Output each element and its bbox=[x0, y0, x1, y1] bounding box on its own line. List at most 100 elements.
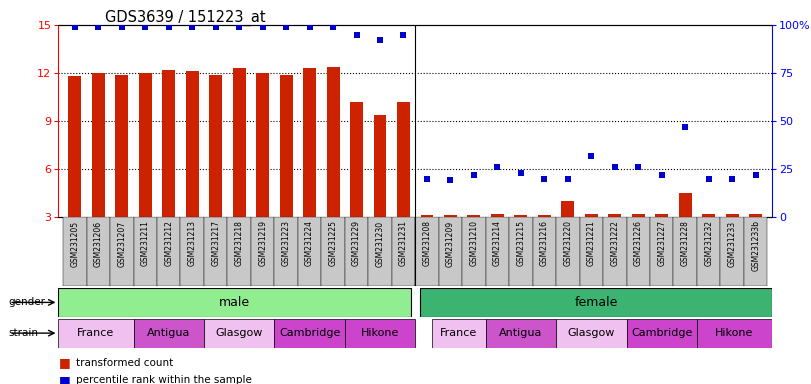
Text: Hikone: Hikone bbox=[715, 328, 753, 338]
Bar bbox=[679, 193, 692, 217]
Bar bbox=[397, 102, 410, 217]
Point bbox=[186, 24, 199, 30]
Bar bbox=[87, 217, 110, 286]
Bar bbox=[181, 217, 204, 286]
Bar bbox=[227, 217, 251, 286]
Text: GSM231206: GSM231206 bbox=[94, 220, 103, 266]
Bar bbox=[673, 217, 697, 286]
Bar bbox=[298, 217, 321, 286]
Text: France: France bbox=[77, 328, 114, 338]
Text: Hikone: Hikone bbox=[361, 328, 399, 338]
Text: France: France bbox=[440, 328, 478, 338]
Point bbox=[92, 24, 105, 30]
Bar bbox=[608, 214, 621, 217]
Text: GSM231223: GSM231223 bbox=[281, 220, 290, 266]
Text: transformed count: transformed count bbox=[76, 358, 174, 368]
Text: female: female bbox=[574, 296, 618, 309]
Text: GSM231219: GSM231219 bbox=[258, 220, 267, 266]
Bar bbox=[251, 217, 274, 286]
Point bbox=[162, 24, 175, 30]
Text: GDS3639 / 151223_at: GDS3639 / 151223_at bbox=[105, 10, 266, 26]
Bar bbox=[486, 319, 556, 348]
Bar bbox=[392, 217, 415, 286]
Bar bbox=[63, 217, 87, 286]
Point bbox=[115, 24, 128, 30]
Bar bbox=[556, 217, 580, 286]
Bar bbox=[749, 214, 762, 217]
Bar bbox=[204, 319, 274, 348]
Bar bbox=[444, 215, 457, 217]
Text: GSM231233b: GSM231233b bbox=[751, 220, 760, 271]
Point bbox=[655, 172, 668, 178]
Text: GSM231230: GSM231230 bbox=[375, 220, 384, 266]
Text: male: male bbox=[219, 296, 250, 309]
Bar bbox=[327, 66, 340, 217]
Text: Antigua: Antigua bbox=[147, 328, 191, 338]
Text: Cambridge: Cambridge bbox=[279, 328, 341, 338]
Text: GSM231215: GSM231215 bbox=[517, 220, 526, 266]
Point bbox=[327, 24, 340, 30]
Bar bbox=[274, 217, 298, 286]
Bar bbox=[368, 217, 392, 286]
Text: GSM231214: GSM231214 bbox=[493, 220, 502, 266]
Text: GSM231222: GSM231222 bbox=[611, 220, 620, 266]
Text: Glasgow: Glasgow bbox=[216, 328, 263, 338]
Text: strain: strain bbox=[8, 328, 38, 338]
Text: GSM231216: GSM231216 bbox=[540, 220, 549, 266]
Bar bbox=[256, 73, 269, 217]
Bar bbox=[697, 319, 772, 348]
Text: ■: ■ bbox=[58, 356, 70, 369]
Bar bbox=[209, 74, 222, 217]
Bar bbox=[556, 319, 627, 348]
Point bbox=[209, 24, 222, 30]
Bar bbox=[415, 217, 439, 286]
Bar bbox=[110, 217, 134, 286]
Point bbox=[420, 175, 433, 182]
Point bbox=[68, 24, 81, 30]
Text: ■: ■ bbox=[58, 374, 70, 384]
Bar bbox=[585, 214, 598, 217]
Point bbox=[491, 164, 504, 170]
Text: GSM231221: GSM231221 bbox=[587, 220, 596, 266]
Point bbox=[233, 24, 246, 30]
Text: GSM231211: GSM231211 bbox=[141, 220, 150, 266]
Point bbox=[467, 172, 480, 178]
Text: GSM231210: GSM231210 bbox=[470, 220, 478, 266]
Bar bbox=[68, 76, 81, 217]
Bar bbox=[533, 217, 556, 286]
Bar bbox=[345, 319, 415, 348]
Point bbox=[280, 24, 293, 30]
Point bbox=[514, 170, 527, 176]
Bar bbox=[580, 217, 603, 286]
Point bbox=[397, 31, 410, 38]
Text: GSM231224: GSM231224 bbox=[305, 220, 314, 266]
Text: GSM231220: GSM231220 bbox=[564, 220, 573, 266]
Bar bbox=[655, 214, 668, 217]
Bar bbox=[345, 217, 368, 286]
Text: GSM231208: GSM231208 bbox=[423, 220, 431, 266]
Bar bbox=[233, 68, 246, 217]
Point bbox=[632, 164, 645, 170]
Bar bbox=[702, 214, 715, 217]
Bar bbox=[627, 319, 697, 348]
Text: GSM231205: GSM231205 bbox=[71, 220, 79, 266]
Bar bbox=[514, 215, 527, 217]
Bar bbox=[134, 217, 157, 286]
Text: GSM231217: GSM231217 bbox=[211, 220, 220, 266]
Bar bbox=[491, 214, 504, 217]
Point bbox=[726, 175, 739, 182]
Text: percentile rank within the sample: percentile rank within the sample bbox=[76, 375, 252, 384]
Bar bbox=[627, 217, 650, 286]
Bar bbox=[139, 73, 152, 217]
Point bbox=[561, 175, 574, 182]
Bar bbox=[58, 319, 134, 348]
Bar bbox=[157, 217, 181, 286]
Text: Antigua: Antigua bbox=[500, 328, 543, 338]
Point bbox=[538, 175, 551, 182]
Bar bbox=[115, 74, 128, 217]
Text: GSM231227: GSM231227 bbox=[657, 220, 666, 266]
Point bbox=[679, 124, 692, 130]
Text: GSM231232: GSM231232 bbox=[704, 220, 713, 266]
Point bbox=[256, 24, 269, 30]
Point bbox=[749, 172, 762, 178]
